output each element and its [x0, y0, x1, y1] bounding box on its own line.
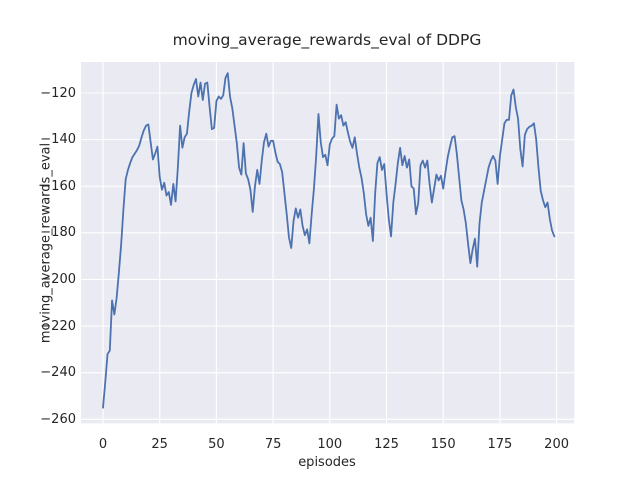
- y-tick-label: −200: [40, 271, 76, 287]
- data-line: [102, 72, 556, 409]
- y-tick-label: −240: [40, 365, 76, 381]
- x-tick-label: 125: [374, 437, 399, 452]
- x-tick-label: 0: [98, 437, 108, 452]
- x-tick-label: 50: [208, 437, 225, 452]
- x-tick-label: 150: [430, 437, 456, 452]
- x-tick-label: 175: [487, 437, 513, 452]
- x-tick-label: 75: [264, 437, 282, 452]
- y-tick-label: −160: [40, 178, 76, 194]
- x-axis-label: episodes: [298, 455, 356, 470]
- x-tick-label: 200: [544, 437, 570, 452]
- y-tick-label: −260: [40, 411, 76, 427]
- y-axis-label: moving_average_rewards_eval: [38, 142, 54, 344]
- y-tick-label: −140: [40, 132, 76, 148]
- chart-title: moving_average_rewards_eval of DDPG: [172, 31, 482, 49]
- y-tick-label: −180: [40, 225, 76, 241]
- y-tick-label: −120: [40, 85, 76, 101]
- plot-background: [81, 62, 575, 424]
- x-tick-label: 100: [317, 437, 343, 452]
- y-tick-label: −220: [40, 318, 76, 334]
- x-tick-label: 25: [151, 437, 168, 452]
